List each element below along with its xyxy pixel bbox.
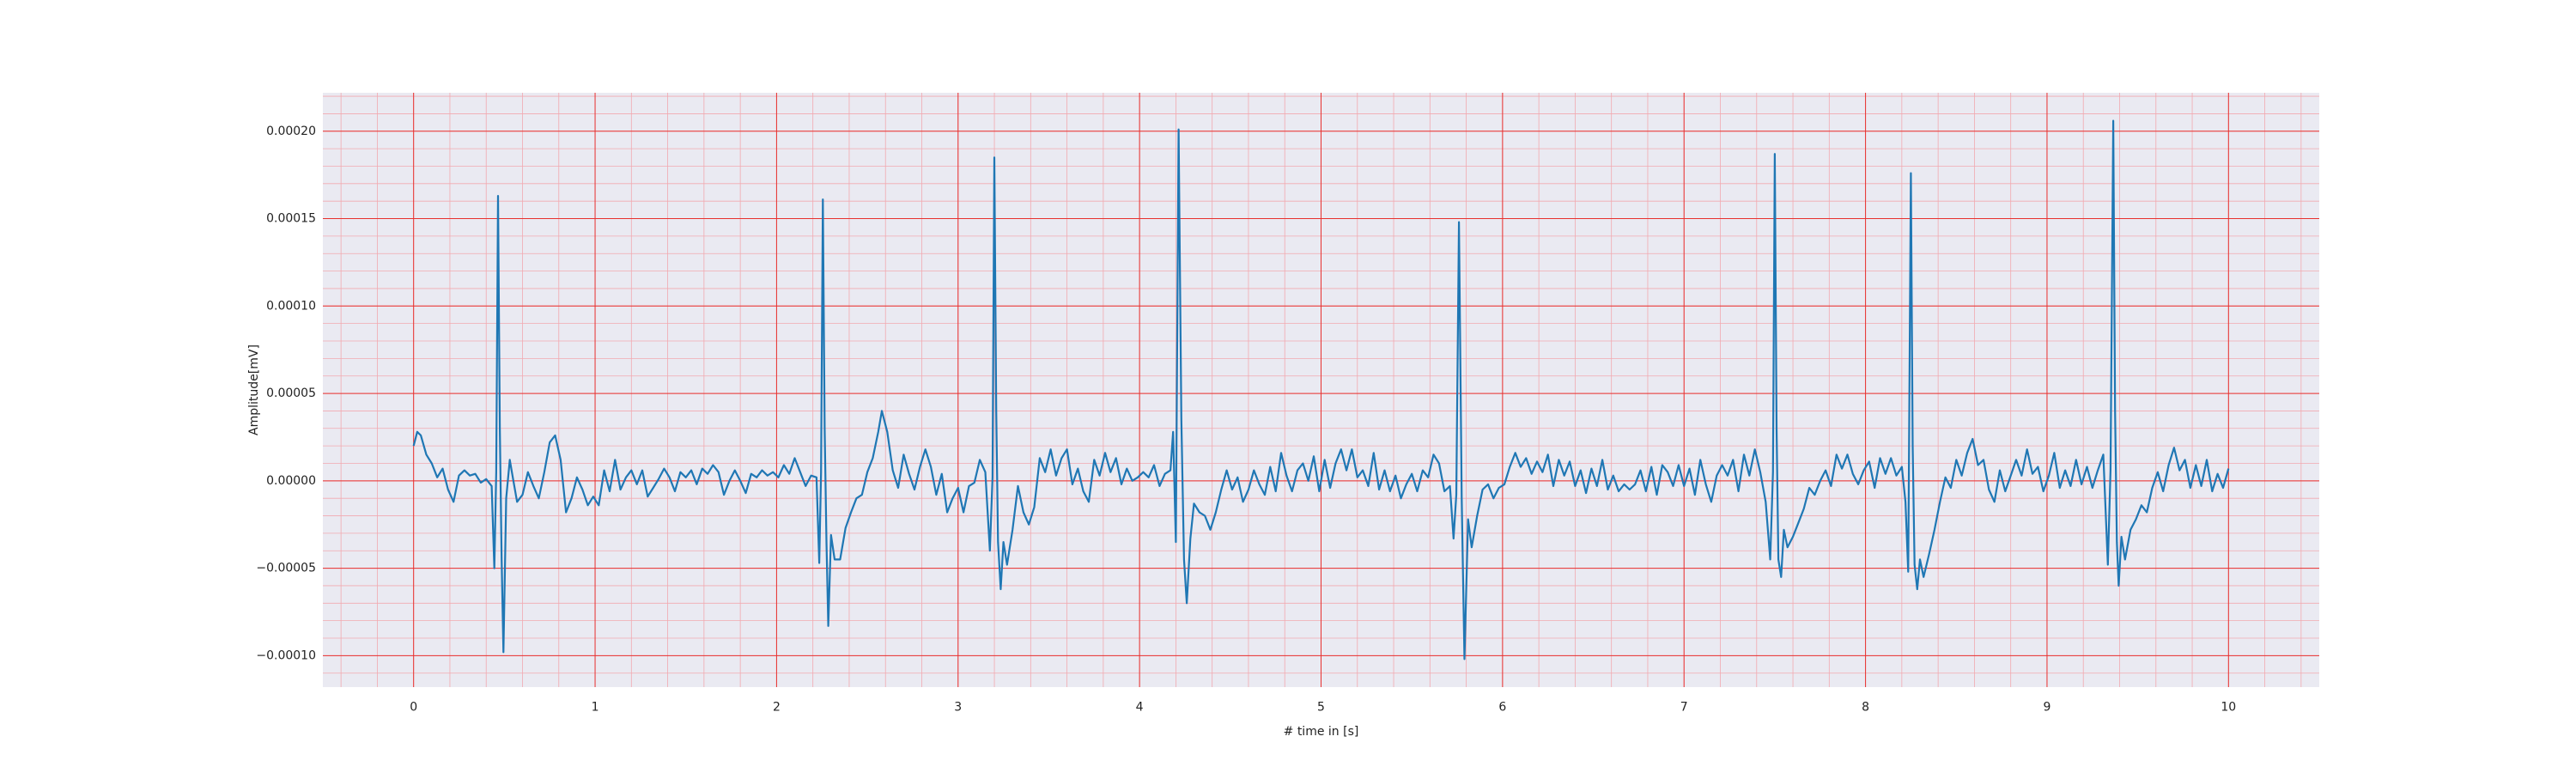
x-tick-label: 2 — [773, 701, 781, 715]
y-tick-label: 0.00020 — [266, 125, 316, 138]
y-tick-label: 0.00015 — [266, 212, 316, 226]
major-grid — [323, 93, 2319, 687]
y-tick-label: 0.00010 — [266, 299, 316, 313]
x-tick-label: 1 — [592, 701, 599, 715]
series-line — [412, 119, 2230, 660]
y-axis-ticks: −0.00010 −0.00005 0.00000 0.00005 0.00010 0.0… — [256, 125, 316, 663]
y-tick-label: −0.00005 — [256, 562, 316, 575]
y-axis-label: Amplitude[mV] — [247, 344, 261, 435]
x-tick-label: 7 — [1680, 701, 1688, 715]
x-tick-label: 0 — [410, 701, 417, 715]
y-tick-label: −0.00010 — [256, 648, 316, 662]
x-tick-label: 6 — [1498, 701, 1506, 715]
x-tick-label: 8 — [1862, 701, 1869, 715]
x-axis-label: # time in [s] — [1284, 725, 1359, 739]
x-tick-label: 4 — [1136, 701, 1144, 715]
series-layer — [412, 119, 2230, 660]
x-tick-label: 5 — [1317, 701, 1325, 715]
x-axis-ticks: 0 1 2 3 4 5 6 7 8 9 10 — [410, 701, 2236, 715]
y-tick-label: 0.00005 — [266, 386, 316, 400]
y-tick-label: 0.00000 — [266, 474, 316, 488]
x-tick-label: 9 — [2043, 701, 2050, 715]
x-tick-label: 10 — [2221, 701, 2236, 715]
x-tick-label: 3 — [954, 701, 962, 715]
